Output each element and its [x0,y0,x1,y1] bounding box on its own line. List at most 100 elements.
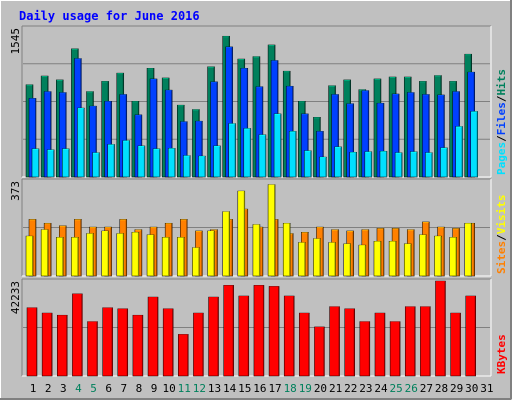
bar-visits-day-22 [343,243,351,277]
bar-pages-day-28 [440,147,448,178]
bar-visits-day-20 [313,238,321,277]
x-tick-label-day-26: 26 [405,382,418,395]
bar-pages-day-15 [243,128,252,178]
x-tick-label-day-19: 19 [299,382,312,395]
bar-visits-day-1 [25,235,34,277]
bar-visits-day-12 [192,247,200,277]
x-tick-label-day-14: 14 [223,382,237,395]
bar-kbytes-day-9 [147,296,159,377]
bar-visits-day-23 [358,244,367,277]
bar-pages-day-25 [394,152,403,178]
x-tick-label-day-17: 17 [268,382,281,395]
bar-kbytes-day-16 [253,285,265,377]
bar-visits-day-5 [86,233,94,277]
bar-visits-day-16 [252,224,261,277]
x-tick-label-day-10: 10 [163,382,176,395]
bar-visits-day-8 [131,231,140,277]
bar-pages-day-27 [425,152,433,178]
legend-separator: / [495,234,508,241]
bar-pages-day-8 [137,145,146,178]
x-tick-label-day-9: 9 [151,382,158,395]
bar-pages-day-10 [167,148,176,178]
bar-kbytes-day-25 [389,321,401,377]
chart-title: Daily usage for June 2016 [19,9,200,23]
bar-visits-day-17 [267,184,276,277]
x-tick-label-day-31: 31 [480,382,493,395]
bar-pages-day-17 [273,113,282,178]
bar-kbytes-day-22 [344,308,355,377]
bar-visits-day-10 [161,237,170,277]
bar-pages-day-3 [62,148,70,178]
bar-visits-day-6 [101,230,109,277]
bar-kbytes-day-5 [87,321,98,377]
bar-visits-day-3 [56,237,64,277]
bar-kbytes-day-8 [132,314,144,377]
legend-files: Files [495,102,508,135]
bar-visits-day-2 [40,229,49,277]
bar-kbytes-day-18 [283,295,295,377]
legend-kbytes: KBytes [495,334,508,374]
panel-2-ymax-label: 373 [9,181,22,201]
x-tick-label-day-22: 22 [344,382,357,395]
x-tick-label-day-11: 11 [178,382,191,395]
bar-pages-day-26 [409,151,418,178]
bar-pages-day-23 [364,151,373,178]
x-tick-label-day-24: 24 [374,382,388,395]
x-tick-label-day-27: 27 [420,382,433,395]
bar-pages-day-18 [288,131,297,178]
panel-3-ymax-label: 42233 [9,281,22,314]
bar-kbytes-day-11 [178,334,189,377]
bar-visits-day-19 [298,242,306,277]
bar-visits-day-24 [373,241,382,277]
bar-pages-day-22 [349,151,357,178]
x-tick-label-day-2: 2 [45,382,52,395]
panel-3-legend: KBytes [495,334,508,374]
legend-hits: Hits [495,69,508,96]
x-tick-label-day-7: 7 [120,382,127,395]
x-tick-label-day-13: 13 [208,382,221,395]
x-tick-label-day-6: 6 [105,382,112,395]
bar-kbytes-day-7 [117,308,129,377]
bar-pages-day-30 [470,111,478,178]
x-tick-label-day-28: 28 [435,382,448,395]
bar-pages-day-7 [122,140,131,178]
bar-kbytes-day-26 [404,306,416,377]
legend-separator: / [495,95,508,102]
x-tick-label-day-18: 18 [284,382,297,395]
x-tick-label-day-30: 30 [465,382,478,395]
x-tick-label-day-25: 25 [389,382,402,395]
legend-separator: / [495,135,508,142]
bar-pages-day-20 [319,156,327,178]
bar-kbytes-day-12 [193,312,204,377]
x-tick-label-day-23: 23 [359,382,372,395]
bar-visits-day-30 [464,222,472,277]
legend-visits: Visits [495,195,508,235]
panel-2-legend: Sites/Visits [495,195,508,275]
bar-kbytes-day-2 [41,312,53,377]
bar-pages-day-14 [228,123,236,178]
x-tick-label-day-12: 12 [193,382,206,395]
bar-visits-day-27 [419,234,427,277]
x-tick-label-day-21: 21 [329,382,342,395]
bar-kbytes-day-15 [238,295,250,377]
bar-kbytes-day-13 [208,296,219,377]
bar-pages-day-4 [77,107,85,178]
bar-visits-day-15 [237,190,246,277]
legend-pages: Pages [495,142,508,175]
bar-visits-day-18 [282,222,291,277]
x-tick-label-day-15: 15 [238,382,251,395]
bar-visits-day-25 [388,241,397,277]
bar-visits-day-7 [116,233,125,277]
bar-kbytes-day-6 [102,307,113,377]
x-tick-label-day-20: 20 [314,382,327,395]
bar-pages-day-19 [304,150,312,178]
bar-pages-day-1 [31,148,40,178]
bar-pages-day-16 [258,134,267,178]
x-tick-label-day-3: 3 [60,382,67,395]
legend-sites: Sites [495,241,508,274]
bar-kbytes-day-24 [374,312,386,377]
bar-kbytes-day-23 [359,321,371,377]
bar-pages-day-5 [92,152,100,178]
bar-kbytes-day-29 [450,312,461,377]
